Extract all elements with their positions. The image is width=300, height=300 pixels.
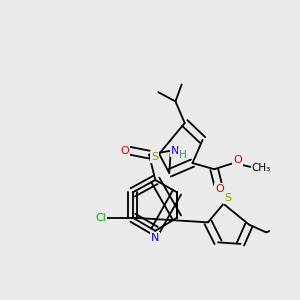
Text: Cl: Cl	[96, 213, 106, 223]
Text: O: O	[233, 155, 242, 165]
Text: S: S	[224, 194, 231, 203]
Text: H: H	[179, 150, 187, 160]
Text: N: N	[170, 146, 179, 156]
Text: O: O	[215, 184, 224, 194]
Text: N: N	[151, 233, 160, 243]
Text: S: S	[151, 152, 158, 162]
Text: O: O	[121, 146, 130, 156]
Text: CH₃: CH₃	[252, 164, 271, 173]
